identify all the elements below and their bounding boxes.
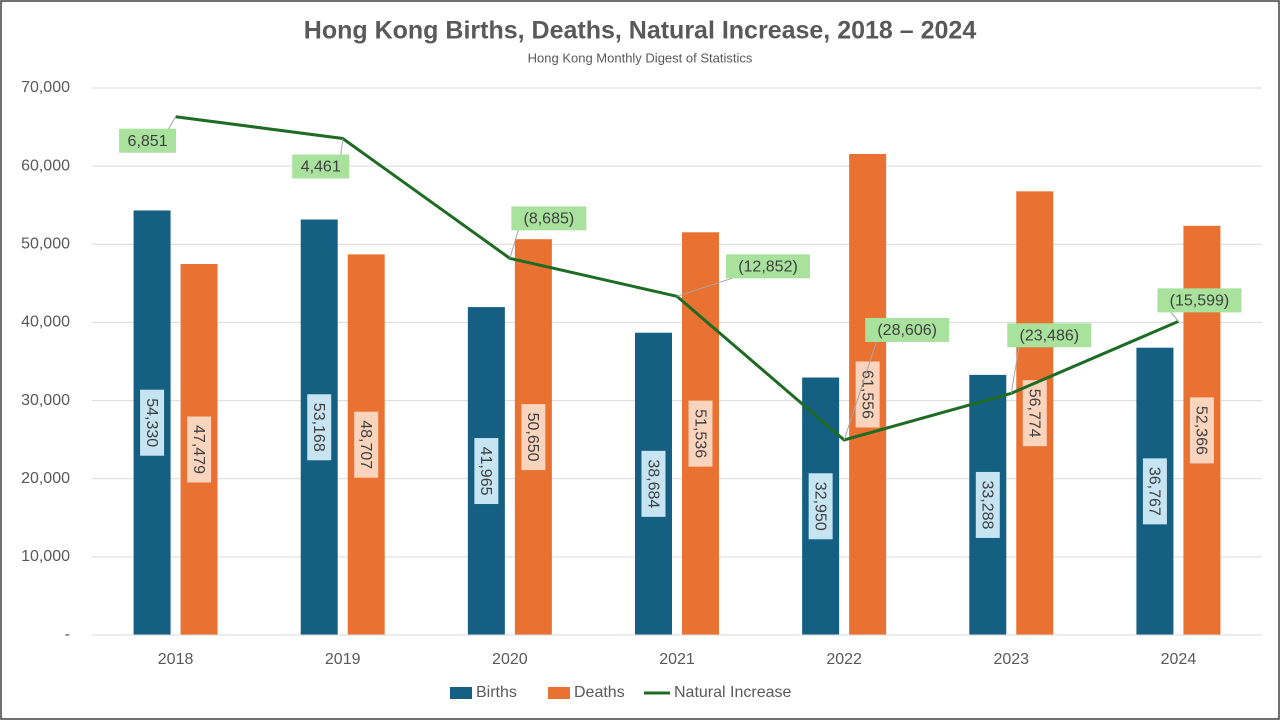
bar-value-label: 56,774 bbox=[1026, 389, 1043, 438]
bar-label: 50,650 bbox=[521, 404, 546, 471]
x-tick-label: 2023 bbox=[993, 651, 1029, 668]
line-label-bg bbox=[119, 128, 177, 153]
leader-line bbox=[676, 275, 739, 297]
line-label-bg bbox=[1157, 288, 1242, 313]
line-value-label: (28,606) bbox=[877, 322, 937, 339]
bar-label: 32,950 bbox=[808, 473, 833, 540]
bar-label-bg bbox=[307, 394, 332, 461]
line-value-label: (8,685) bbox=[524, 211, 575, 228]
bar-value-label: 52,366 bbox=[1193, 406, 1210, 455]
y-tick-label: 40,000 bbox=[21, 314, 70, 331]
bar-label: 41,965 bbox=[474, 438, 499, 505]
bar-label: 47,479 bbox=[187, 416, 212, 483]
leader-line bbox=[167, 116, 177, 131]
bar-value-label: 36,767 bbox=[1146, 467, 1163, 516]
y-tick-label: 70,000 bbox=[21, 79, 70, 96]
bar-value-label: 38,684 bbox=[644, 459, 661, 508]
bar-label: 38,684 bbox=[641, 450, 666, 517]
x-tick-label: 2022 bbox=[826, 651, 862, 668]
bar-label-bg bbox=[641, 450, 666, 517]
line-value-label: (23,486) bbox=[1019, 327, 1079, 344]
line-value-label: 6,851 bbox=[128, 133, 168, 150]
x-tick-label: 2021 bbox=[659, 651, 695, 668]
bar-label-bg bbox=[474, 438, 499, 505]
x-tick-label: 2020 bbox=[492, 651, 528, 668]
x-tick-label: 2018 bbox=[158, 651, 194, 668]
leader-line bbox=[509, 228, 520, 259]
bar-label-bg bbox=[521, 404, 546, 471]
line-value-label: (15,599) bbox=[1170, 293, 1230, 310]
line-label-bg bbox=[726, 254, 810, 279]
y-tick-label: 10,000 bbox=[21, 548, 70, 565]
leader-line bbox=[1010, 345, 1020, 394]
bar-value-label: 41,965 bbox=[477, 447, 494, 496]
line-label-bg bbox=[292, 154, 350, 179]
y-tick-label: 30,000 bbox=[21, 392, 70, 409]
y-tick-label: 20,000 bbox=[21, 470, 70, 487]
bar-label-bg bbox=[808, 473, 833, 540]
bar-label-bg bbox=[1142, 458, 1167, 525]
bar-value-label: 61,556 bbox=[858, 370, 875, 419]
bar-label: 33,288 bbox=[975, 471, 1000, 538]
bar-label-bg bbox=[140, 389, 165, 456]
bar-label-bg bbox=[1189, 397, 1214, 464]
bar-value-label: 54,330 bbox=[143, 398, 160, 447]
bar-value-label: 32,950 bbox=[811, 482, 828, 531]
leader-line bbox=[843, 339, 878, 441]
chart-title: Hong Kong Births, Deaths, Natural Increa… bbox=[304, 17, 977, 45]
bar-label: 51,536 bbox=[688, 400, 713, 467]
bar-value-label: 48,707 bbox=[357, 420, 374, 469]
line-label-bg bbox=[865, 317, 950, 342]
line-label-bg bbox=[1007, 323, 1092, 348]
line-label-bg bbox=[511, 206, 587, 231]
bar-label-bg bbox=[688, 400, 713, 467]
leader-line bbox=[340, 138, 344, 157]
bar-value-label: 33,288 bbox=[979, 480, 996, 529]
chart-subtitle: Hong Kong Monthly Digest of Statistics bbox=[528, 50, 753, 65]
bar-label: 54,330 bbox=[140, 389, 165, 456]
bar-label: 48,707 bbox=[354, 411, 379, 478]
bar-label-bg bbox=[1022, 380, 1047, 447]
legend-label: Births bbox=[476, 684, 517, 701]
bar-label: 56,774 bbox=[1022, 380, 1047, 447]
y-tick-label: - bbox=[65, 626, 70, 643]
legend-label: Deaths bbox=[574, 684, 625, 701]
bar-value-label: 51,536 bbox=[691, 409, 708, 458]
x-tick-label: 2019 bbox=[325, 651, 361, 668]
bar-label: 53,168 bbox=[307, 394, 332, 461]
bar-label-bg bbox=[187, 416, 212, 483]
legend-swatch bbox=[548, 687, 570, 699]
bar-label-bg bbox=[354, 411, 379, 478]
y-tick-label: 50,000 bbox=[21, 236, 70, 253]
line-value-label: 4,461 bbox=[301, 159, 341, 176]
y-tick-label: 60,000 bbox=[21, 157, 70, 174]
x-tick-label: 2024 bbox=[1161, 651, 1197, 668]
legend-swatch bbox=[450, 687, 472, 699]
bar-label-bg bbox=[975, 471, 1000, 538]
bar-label: 36,767 bbox=[1142, 458, 1167, 525]
line-value-label: (12,852) bbox=[738, 259, 798, 276]
bar-value-label: 47,479 bbox=[190, 425, 207, 474]
bar-label: 52,366 bbox=[1189, 397, 1214, 464]
bar-value-label: 53,168 bbox=[310, 403, 327, 452]
legend-label: Natural Increase bbox=[674, 684, 791, 701]
bar-label-bg bbox=[855, 361, 880, 428]
bar-value-label: 50,650 bbox=[524, 413, 541, 462]
